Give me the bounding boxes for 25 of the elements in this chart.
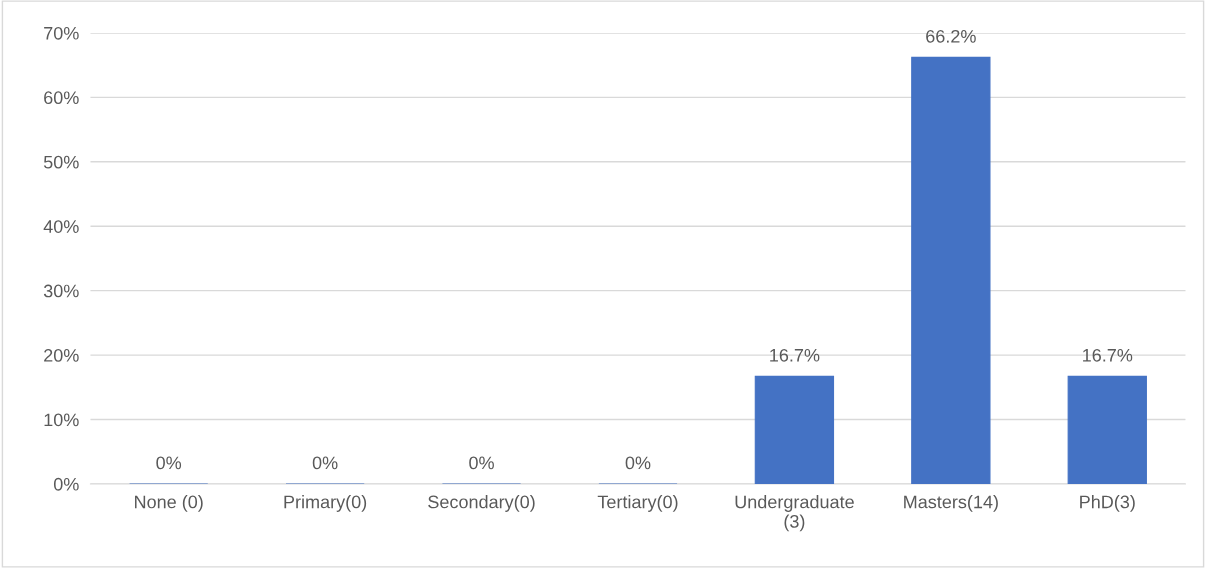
y-tick-label: 50%	[43, 155, 79, 169]
data-label: 0%	[156, 456, 182, 470]
y-tick-label: 40%	[43, 220, 79, 233]
data-label: 16.7%	[1083, 348, 1133, 362]
y-tick-label: 30%	[43, 284, 79, 298]
y-tick-label: 70%	[44, 26, 79, 40]
data-label: 16.7%	[770, 348, 820, 362]
x-tick-label: Tertiary(0)	[597, 495, 678, 512]
y-tick-label: 10%	[44, 413, 79, 427]
bar	[1067, 375, 1147, 484]
x-tick-label: Secondary(0)	[428, 495, 535, 512]
x-tick-label: Undergraduate (3)	[735, 495, 854, 532]
y-tick-label: 20%	[44, 349, 79, 362]
data-label: 0%	[469, 456, 494, 470]
data-label: 0%	[312, 456, 338, 470]
x-tick-label: None (0)	[135, 495, 203, 512]
x-tick-label: PhD(3)	[1080, 495, 1135, 512]
bar	[911, 56, 991, 484]
data-label: 66.2%	[926, 29, 976, 43]
y-tick-label: 0%	[53, 477, 79, 491]
data-label: 0%	[625, 456, 651, 470]
x-tick-label: Primary(0)	[284, 495, 367, 512]
bar	[754, 375, 835, 484]
x-tick-label: Masters(14)	[904, 495, 998, 512]
y-tick-label: 60%	[44, 91, 79, 105]
